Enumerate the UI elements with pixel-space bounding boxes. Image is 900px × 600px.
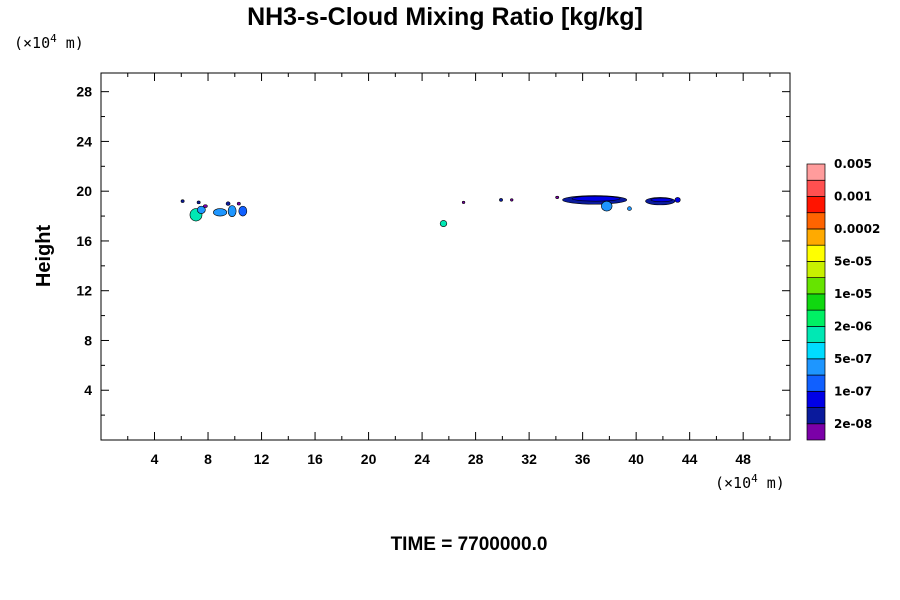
x-tick-label: 32 xyxy=(521,451,537,467)
y-tick-label: 24 xyxy=(76,133,92,149)
x-tick-label: 40 xyxy=(628,451,644,467)
colorbar-label: 5e-07 xyxy=(834,352,872,366)
contour-region-18 xyxy=(627,206,632,211)
y-tick-label: 12 xyxy=(76,283,92,299)
colorbar-swatch xyxy=(806,390,826,408)
x-tick-label: 44 xyxy=(682,451,698,467)
contour-region-9 xyxy=(236,201,241,206)
plot-frame xyxy=(100,72,791,441)
colorbar-swatch xyxy=(806,212,826,230)
colorbar-label: 0.005 xyxy=(834,157,872,171)
time-label: TIME = 7700000.0 xyxy=(391,534,548,555)
contour-region-12 xyxy=(499,198,503,202)
contour-region-16 xyxy=(571,195,621,202)
contour-region-5 xyxy=(180,199,185,203)
colorbar-swatch xyxy=(806,293,826,311)
colorbar: 2e-08 1e-07 5e-07 2e-06 1e-05 5e-05 0.0002 0.00… xyxy=(806,157,880,441)
x-tick-label: 48 xyxy=(735,451,751,467)
colorbar-swatch xyxy=(806,244,826,262)
contour-region-20 xyxy=(650,197,673,203)
plot-content xyxy=(180,195,681,227)
x-tick-label: 12 xyxy=(254,451,270,467)
colorbar-label: 0.0002 xyxy=(834,222,880,236)
contour-region-4 xyxy=(238,205,248,217)
contour-region-7 xyxy=(203,204,208,208)
x-unit-prefix: (×10 xyxy=(715,474,751,492)
x-tick-label: 8 xyxy=(204,451,212,467)
contour-region-2 xyxy=(213,208,228,217)
colorbar-swatch xyxy=(806,358,826,376)
colorbar-swatch xyxy=(806,228,826,246)
colorbar-label: 5e-05 xyxy=(834,254,872,268)
y-tick-label: 20 xyxy=(76,183,92,199)
contour-region-13 xyxy=(510,198,514,202)
contour-region-17 xyxy=(601,200,613,212)
colorbar-swatch xyxy=(806,342,826,360)
colorbar-swatch xyxy=(806,407,826,425)
contour-region-3 xyxy=(227,205,237,217)
y-tick-label: 28 xyxy=(76,84,92,100)
x-unit-suffix: m) xyxy=(758,474,785,492)
contour-region-6 xyxy=(196,200,201,205)
x-unit-label: (×104 m) xyxy=(715,472,785,492)
colorbar-swatch xyxy=(806,277,826,295)
y-unit-prefix: (×10 xyxy=(14,34,50,52)
colorbar-label: 2e-06 xyxy=(834,319,872,333)
contour-region-1 xyxy=(197,205,206,214)
colorbar-swatch xyxy=(806,374,826,392)
colorbar-swatch xyxy=(806,261,826,278)
x-tick-label: 36 xyxy=(575,451,591,467)
y-unit-label: (×104 m) xyxy=(14,32,84,52)
colorbar-label: 1e-07 xyxy=(834,384,872,398)
y-tick-label: 16 xyxy=(76,233,92,249)
y-tick-label: 8 xyxy=(84,332,92,348)
x-tick-label: 16 xyxy=(307,451,323,467)
x-tick-label: 28 xyxy=(468,451,484,467)
colorbar-swatch xyxy=(806,309,826,327)
y-axis-label: Height xyxy=(33,225,55,288)
colorbar-swatch xyxy=(806,196,826,214)
colorbar-swatch xyxy=(806,163,826,181)
contour-region-14 xyxy=(555,195,560,199)
colorbar-swatch xyxy=(806,179,826,197)
colorbar-label: 0.001 xyxy=(834,189,872,203)
x-tick-label: 20 xyxy=(361,451,377,467)
colorbar-label: 2e-08 xyxy=(834,417,872,431)
x-tick-label: 24 xyxy=(414,451,430,467)
y-unit-exponent: 4 xyxy=(50,32,57,45)
chart-title: NH3-s-Cloud Mixing Ratio [kg/kg] xyxy=(247,3,643,31)
colorbar-label: 1e-05 xyxy=(834,287,872,301)
contour-region-8 xyxy=(225,201,231,206)
x-unit-exponent: 4 xyxy=(751,472,758,485)
colorbar-swatch xyxy=(806,326,826,343)
y-tick-label: 4 xyxy=(84,382,92,398)
x-tick-label: 4 xyxy=(151,451,159,467)
colorbar-swatch xyxy=(806,423,826,441)
y-unit-suffix: m) xyxy=(57,34,84,52)
contour-region-21 xyxy=(674,197,681,203)
contour-region-11 xyxy=(461,200,466,204)
contour-region-10 xyxy=(439,220,448,227)
